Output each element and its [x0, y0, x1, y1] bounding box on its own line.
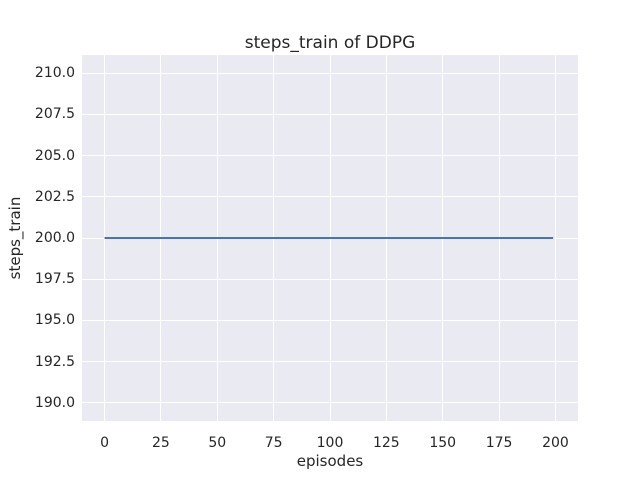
y-gridline — [82, 155, 578, 157]
chart-title: steps_train of DDPG — [244, 33, 416, 53]
y-gridline — [82, 278, 578, 280]
x-tick-label: 0 — [100, 435, 109, 451]
y-tick-label: 190.0 — [34, 394, 75, 411]
y-gridline — [82, 196, 578, 198]
plot-area — [82, 55, 578, 421]
y-gridline — [82, 72, 578, 74]
y-tick-label: 205.0 — [34, 147, 75, 164]
x-tick-label: 200 — [542, 435, 569, 451]
y-tick-label: 192.5 — [34, 353, 75, 370]
y-gridline — [82, 402, 578, 404]
y-gridline — [82, 319, 578, 321]
x-tick-label: 50 — [208, 435, 227, 451]
x-tick-label: 25 — [151, 435, 170, 451]
y-gridline — [82, 361, 578, 363]
y-tick-label: 195.0 — [34, 312, 75, 329]
y-tick-label: 210.0 — [34, 65, 75, 82]
x-tick-label: 125 — [372, 435, 400, 451]
y-tick-label: 202.5 — [34, 188, 75, 205]
y-tick-label: 200.0 — [34, 230, 75, 246]
x-tick-label: 75 — [264, 435, 283, 451]
x-tick-label: 175 — [485, 435, 513, 451]
series-layer — [104, 237, 554, 239]
y-gridline — [82, 113, 578, 115]
x-tick-label: 100 — [316, 435, 344, 451]
x-axis-label: episodes — [296, 452, 364, 470]
x-tick-label: 150 — [429, 435, 457, 451]
y-tick-label: 197.5 — [34, 271, 75, 288]
y-tick-label: 207.5 — [34, 106, 75, 123]
